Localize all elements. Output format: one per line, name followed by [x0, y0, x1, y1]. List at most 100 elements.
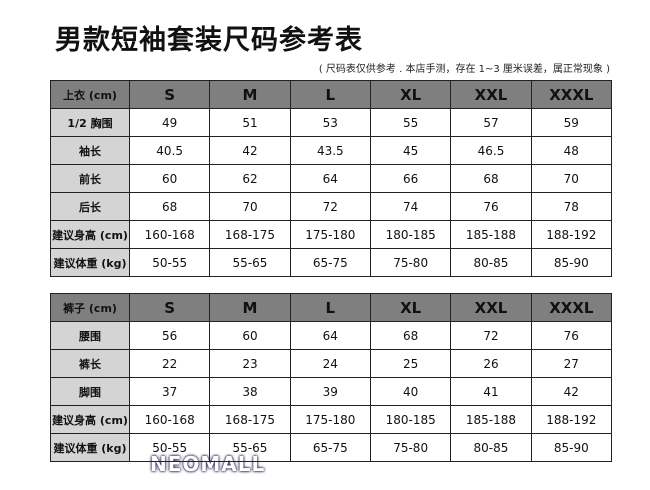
table-cell: 后长: [50, 192, 130, 221]
table-cell: 188-192: [530, 405, 613, 434]
table-cell: 脚围: [50, 377, 130, 406]
table-cell: 188-192: [530, 220, 613, 249]
table-cell: 38: [209, 377, 291, 406]
table-cell: 50-55: [128, 433, 211, 462]
table-cell: 42: [209, 136, 291, 165]
table-cell: 41: [450, 377, 532, 406]
table-cell: M: [209, 80, 291, 109]
table-row: 建议身高 (cm) 160-168 168-175 175-180 180-185 185…: [50, 405, 613, 434]
table-cell: 72: [289, 192, 371, 221]
table-cell: 27: [530, 349, 613, 378]
table-cell: 59: [530, 108, 613, 137]
table-cell: XXL: [450, 293, 532, 322]
table-cell: 85-90: [530, 248, 613, 277]
table-cell: 40: [369, 377, 452, 406]
table-cell: 腰围: [50, 321, 130, 350]
table-cell: 50-55: [128, 248, 211, 277]
table-cell: 175-180: [289, 405, 371, 434]
table-cell: 裤长: [50, 349, 130, 378]
table-cell: L: [289, 80, 371, 109]
table-cell: 185-188: [450, 405, 532, 434]
table-cell: 建议体重 (kg): [50, 248, 130, 277]
size-table: 裤子 (cm) S M L XL XXL XXXL 腰围 56 60 64 68 72 76 裤长 22 23 2…: [50, 293, 613, 462]
table-cell: 46.5: [450, 136, 532, 165]
table-cell: 建议身高 (cm): [50, 220, 130, 249]
table-row: 袖长 40.5 42 43.5 45 46.5 48: [50, 136, 613, 165]
table-cell: 185-188: [450, 220, 532, 249]
table-row: 裤子 (cm) S M L XL XXL XXXL: [50, 293, 613, 322]
table-row: 上衣 (cm) S M L XL XXL XXXL: [50, 80, 613, 109]
table-cell: 48: [530, 136, 613, 165]
table-cell: XL: [369, 293, 452, 322]
table-cell: 80-85: [450, 433, 532, 462]
table-cell: 72: [450, 321, 532, 350]
table-cell: 42: [530, 377, 613, 406]
table-cell: 66: [369, 164, 452, 193]
table-cell: 78: [530, 192, 613, 221]
table-cell: 40.5: [128, 136, 211, 165]
table-cell: 24: [289, 349, 371, 378]
table-cell: 64: [289, 321, 371, 350]
table-cell: 55-65: [209, 248, 291, 277]
table-cell: XXXL: [530, 80, 613, 109]
table-row: 裤长 22 23 24 25 26 27: [50, 349, 613, 378]
table-cell: 22: [128, 349, 211, 378]
table-cell: 175-180: [289, 220, 371, 249]
table-cell: 62: [209, 164, 291, 193]
table-cell: 袖长: [50, 136, 130, 165]
table-cell: 75-80: [369, 433, 452, 462]
table-cell: 168-175: [209, 405, 291, 434]
table-cell: 56: [128, 321, 211, 350]
title: 男款短袖套装尺码参考表: [55, 25, 363, 56]
table-cell: 55-65: [209, 433, 291, 462]
table-cell: 25: [369, 349, 452, 378]
table-cell: XL: [369, 80, 452, 109]
table-cell: 85-90: [530, 433, 613, 462]
table-cell: XXL: [450, 80, 532, 109]
table-cell: 60: [128, 164, 211, 193]
table-cell: 180-185: [369, 405, 452, 434]
table-cell: 37: [128, 377, 211, 406]
table-row: 前长 60 62 64 66 68 70: [50, 164, 613, 193]
table-cell: L: [289, 293, 371, 322]
table-cell: 前长: [50, 164, 130, 193]
table-cell: 80-85: [450, 248, 532, 277]
table-cell: 45: [369, 136, 452, 165]
table-cell: 1/2 胸围: [50, 108, 130, 137]
table-cell: 70: [209, 192, 291, 221]
size-table: 上衣 (cm) S M L XL XXL XXXL 1/2 胸围 49 51 53 55 57 59 袖长 4…: [50, 80, 613, 277]
table-cell: 55: [369, 108, 452, 137]
table-cell: 160-168: [128, 220, 211, 249]
table-cell: 168-175: [209, 220, 291, 249]
table-cell: 68: [128, 192, 211, 221]
table-row: 后长 68 70 72 74 76 78: [50, 192, 613, 221]
table-cell: 70: [530, 164, 613, 193]
table-cell: 65-75: [289, 248, 371, 277]
table-cell: S: [128, 80, 211, 109]
table-cell: 74: [369, 192, 452, 221]
table-cell: 51: [209, 108, 291, 137]
table-cell: 建议体重 (kg): [50, 433, 130, 462]
table-cell: 建议身高 (cm): [50, 405, 130, 434]
table-cell: 39: [289, 377, 371, 406]
table-cell: 75-80: [369, 248, 452, 277]
table-cell: 上衣 (cm): [50, 80, 130, 109]
note: ( 尺码表仅供参考 . 本店手测，存在 1~3 厘米误差，属正常现象 ): [318, 64, 610, 75]
table-cell: S: [128, 293, 211, 322]
table-cell: 53: [289, 108, 371, 137]
table-cell: 68: [369, 321, 452, 350]
table-cell: 64: [289, 164, 371, 193]
table-row: 腰围 56 60 64 68 72 76: [50, 321, 613, 350]
table-cell: 23: [209, 349, 291, 378]
table-row: 1/2 胸围 49 51 53 55 57 59: [50, 108, 613, 137]
table-row: 建议身高 (cm) 160-168 168-175 175-180 180-185 185…: [50, 220, 613, 249]
table-cell: 160-168: [128, 405, 211, 434]
table-cell: 裤子 (cm): [50, 293, 130, 322]
table-cell: 180-185: [369, 220, 452, 249]
table-row: 脚围 37 38 39 40 41 42: [50, 377, 613, 406]
table-cell: 49: [128, 108, 211, 137]
table-cell: 60: [209, 321, 291, 350]
table-cell: 76: [530, 321, 613, 350]
table-cell: M: [209, 293, 291, 322]
table-cell: 68: [450, 164, 532, 193]
